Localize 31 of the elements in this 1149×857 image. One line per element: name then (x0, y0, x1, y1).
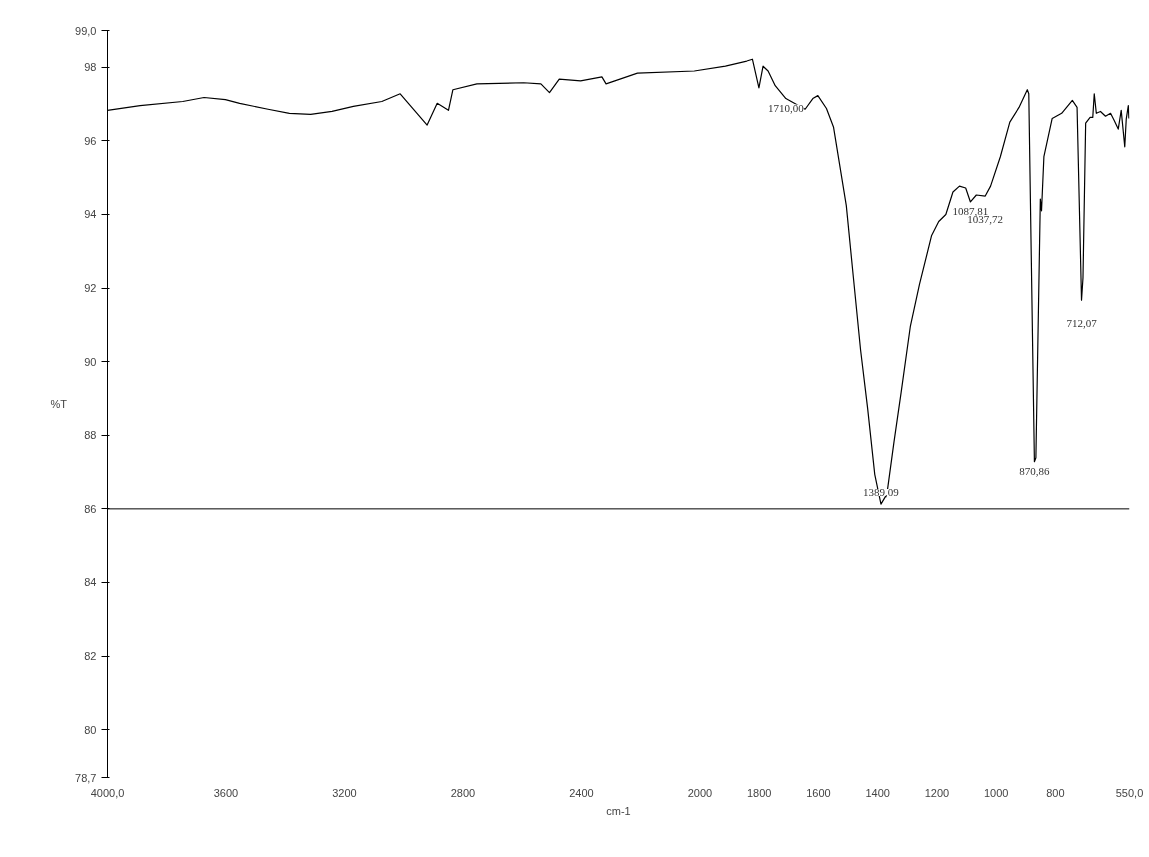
y-tick-label: 78,7 (75, 771, 97, 784)
x-tick-label: 2400 (569, 786, 594, 799)
y-tick-label: 82 (84, 650, 97, 663)
x-tick-label: 3200 (332, 786, 357, 799)
x-tick-label: 1600 (806, 786, 831, 799)
x-tick-label: 550,0 (1115, 786, 1144, 799)
y-tick-label: 96 (84, 134, 97, 147)
y-tick-label: 92 (84, 282, 97, 295)
x-tick-label: 2000 (687, 786, 713, 799)
x-tick-label: 2800 (450, 786, 476, 799)
y-tick-label: 84 (84, 576, 97, 589)
y-tick-label: 94 (84, 208, 97, 221)
x-tick-label: 1800 (746, 786, 772, 799)
annotation: 712,07 (1066, 317, 1098, 330)
annotation: 870,86 (1019, 464, 1051, 477)
y-tick-label: 80 (84, 723, 97, 736)
y-axis-title: %T (50, 398, 68, 410)
y-tick-label: 90 (84, 355, 97, 368)
x-tick-label: 1400 (865, 786, 890, 799)
x-tick-label: 4000,0 (90, 786, 125, 799)
x-tick-label: 3600 (213, 786, 239, 799)
y-tick-label: 98 (84, 61, 97, 74)
x-tick-label: 1000 (983, 786, 1009, 799)
y-tick-label: 99,0 (75, 24, 97, 37)
x-tick-label: 800 (1046, 786, 1065, 799)
y-tick-label: 88 (84, 429, 97, 442)
annotation: 1389,09 (863, 486, 900, 499)
x-tick-label: 1200 (924, 786, 950, 799)
x-axis-title: cm-1 (606, 804, 631, 817)
annotation: 1710,00 (768, 101, 805, 114)
y-tick-label: 86 (84, 502, 97, 515)
